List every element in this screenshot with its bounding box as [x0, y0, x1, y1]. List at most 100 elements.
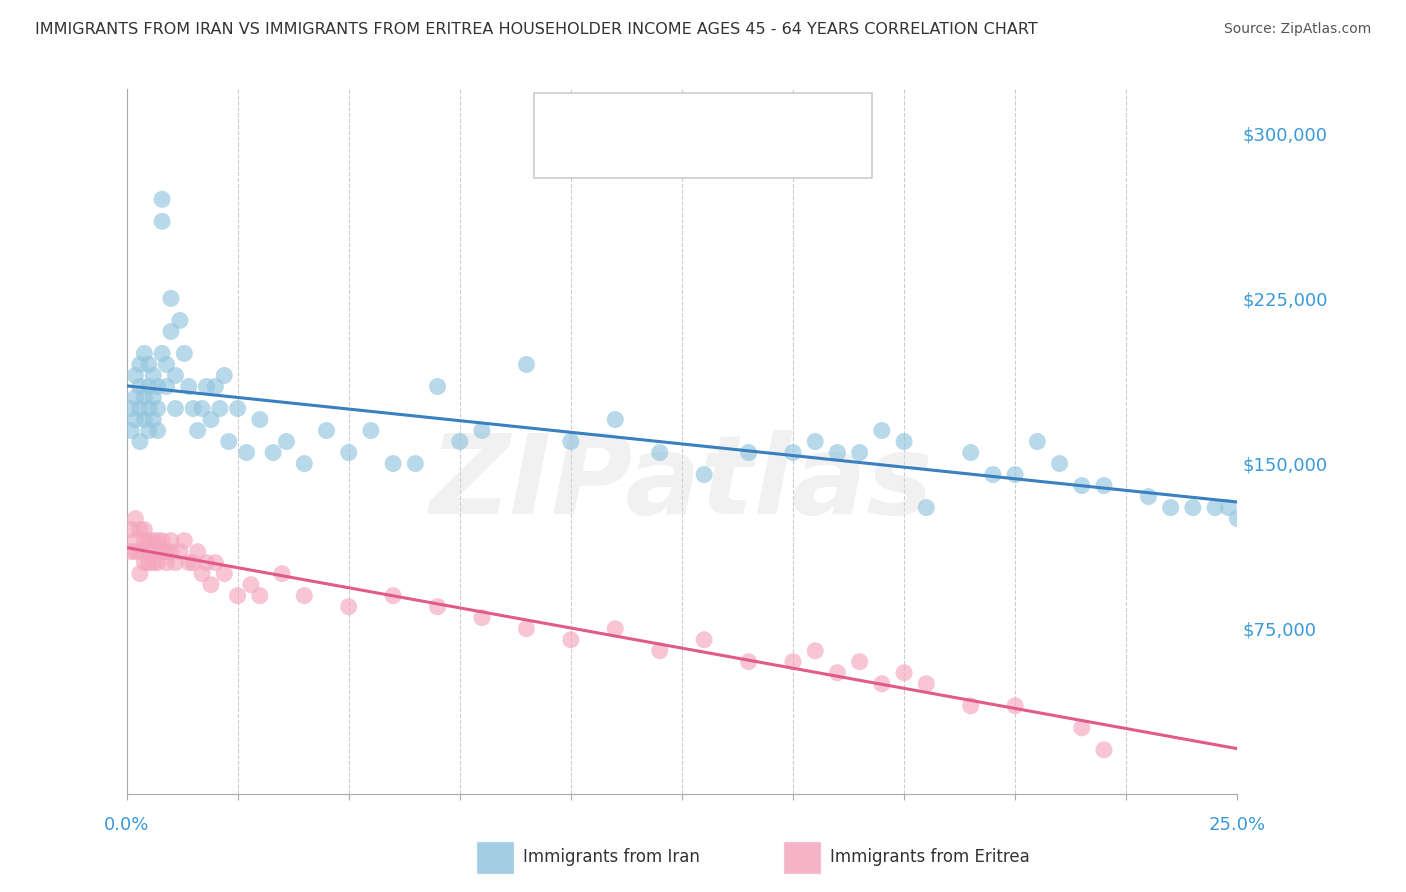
Point [208, 401, 231, 416]
Point [870, 424, 893, 438]
Point [146, 533, 169, 548]
Point [169, 544, 191, 558]
Point [138, 379, 160, 393]
Point [515, 622, 537, 636]
FancyBboxPatch shape [783, 840, 821, 874]
Point [214, 368, 236, 383]
Text: ZIPatlas: ZIPatlas [430, 430, 934, 537]
Point [1004, 467, 1026, 482]
Point [200, 577, 222, 591]
Point [204, 379, 226, 393]
Point [128, 566, 150, 581]
Point [782, 655, 804, 669]
Point [560, 434, 582, 449]
Point [195, 556, 218, 570]
Point [191, 566, 214, 581]
Point [191, 401, 214, 416]
Point [155, 544, 177, 558]
Point [848, 655, 870, 669]
Point [239, 577, 262, 591]
Point [134, 556, 156, 570]
Point [181, 401, 204, 416]
Point [1137, 490, 1160, 504]
Point [124, 533, 146, 548]
Point [142, 412, 165, 426]
Point [249, 412, 271, 426]
Point [146, 379, 169, 393]
Point [150, 346, 173, 360]
Point [404, 457, 426, 471]
Point [142, 544, 165, 558]
Point [382, 589, 405, 603]
Point [292, 457, 315, 471]
Point [1181, 500, 1204, 515]
Point [165, 368, 187, 383]
Point [893, 434, 915, 449]
Point [1092, 478, 1115, 492]
Point [249, 589, 271, 603]
Point [173, 346, 195, 360]
Point [128, 379, 150, 393]
Point [120, 523, 142, 537]
Point [648, 644, 671, 658]
FancyBboxPatch shape [547, 139, 582, 167]
Point [1160, 500, 1182, 515]
Point [124, 511, 146, 525]
Point [120, 424, 142, 438]
Point [337, 599, 360, 614]
Point [128, 523, 150, 537]
Point [150, 533, 173, 548]
Text: IMMIGRANTS FROM IRAN VS IMMIGRANTS FROM ERITREA HOUSEHOLDER INCOME AGES 45 - 64 : IMMIGRANTS FROM IRAN VS IMMIGRANTS FROM … [35, 22, 1038, 37]
Point [155, 556, 177, 570]
Point [337, 445, 360, 459]
Point [1226, 511, 1249, 525]
Point [142, 368, 165, 383]
Point [128, 544, 150, 558]
Point [262, 445, 284, 459]
Point [177, 379, 200, 393]
Text: 25.0%: 25.0% [1209, 816, 1265, 834]
Text: N = 62: N = 62 [742, 144, 800, 161]
Point [226, 401, 249, 416]
Point [177, 556, 200, 570]
Point [181, 556, 204, 570]
FancyBboxPatch shape [475, 840, 515, 874]
Point [893, 665, 915, 680]
Point [426, 379, 449, 393]
Point [138, 533, 160, 548]
Point [120, 544, 142, 558]
Point [827, 445, 849, 459]
Point [292, 589, 315, 603]
Point [693, 632, 716, 647]
Point [124, 391, 146, 405]
Point [1004, 698, 1026, 713]
Point [218, 434, 240, 449]
Point [150, 214, 173, 228]
Point [737, 445, 759, 459]
Point [1092, 743, 1115, 757]
Point [737, 655, 759, 669]
Point [138, 401, 160, 416]
Point [226, 589, 249, 603]
Point [471, 610, 494, 624]
Point [782, 445, 804, 459]
Point [155, 358, 177, 372]
Text: R = -0.343: R = -0.343 [592, 144, 682, 161]
Point [142, 533, 165, 548]
Point [804, 644, 827, 658]
Point [138, 358, 160, 372]
Point [1070, 478, 1092, 492]
Point [160, 292, 183, 306]
FancyBboxPatch shape [547, 103, 582, 131]
Point [870, 677, 893, 691]
Point [138, 556, 160, 570]
Point [915, 677, 938, 691]
Point [605, 622, 627, 636]
Text: 0.0%: 0.0% [104, 816, 149, 834]
Point [142, 556, 165, 570]
Point [204, 556, 226, 570]
Point [128, 401, 150, 416]
Point [173, 533, 195, 548]
Point [276, 434, 298, 449]
Point [138, 544, 160, 558]
